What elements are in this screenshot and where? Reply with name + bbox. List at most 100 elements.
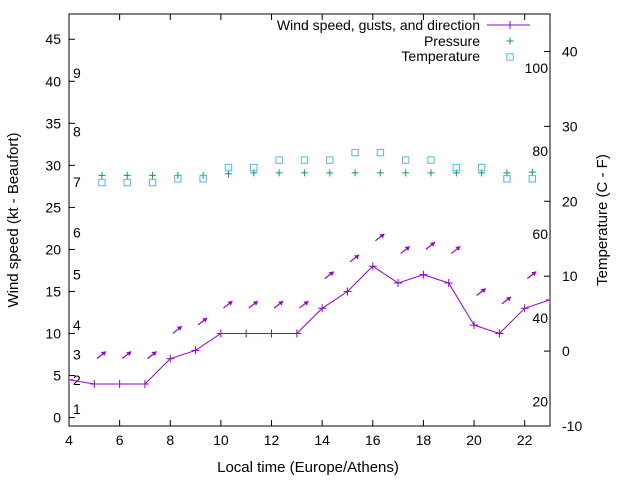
y2-tick-label: 0	[562, 343, 570, 359]
wind-speed-point	[166, 354, 175, 363]
wind-direction-arrowhead	[505, 296, 511, 302]
wind-speed-point	[90, 379, 99, 388]
wind-speed-point	[292, 329, 301, 338]
y-tick-label: 45	[45, 31, 61, 47]
temperature-point	[528, 175, 536, 183]
temperature-point	[503, 175, 511, 183]
temperature-point	[174, 175, 182, 183]
pressure-point	[351, 169, 359, 177]
y-tick-label: 20	[45, 241, 61, 257]
y2-axis-title: Temperature (C - F)	[594, 154, 611, 286]
x-tick-label: 10	[213, 432, 229, 448]
wind-speed-point	[419, 270, 428, 279]
temperature-point	[376, 148, 385, 157]
pressure-point	[326, 169, 334, 177]
y-axis-title: Wind speed (kt - Beaufort)	[5, 132, 22, 307]
beaufort-label: 9	[73, 65, 81, 81]
x-tick-label: 20	[466, 432, 482, 448]
y2-tick-label: 10	[562, 268, 578, 284]
wind-direction-arrowhead	[379, 233, 385, 239]
wind-speed-point	[444, 279, 453, 288]
wind-direction-arrowhead	[328, 271, 334, 277]
temperature-point	[452, 163, 461, 172]
legend-sample-temperature	[506, 53, 514, 61]
wind-speed-point	[495, 329, 504, 338]
pressure-point	[123, 171, 131, 179]
pressure-point	[149, 171, 157, 179]
legend: Wind speed, gusts, and direction Pressur…	[277, 17, 530, 64]
temperature-point	[351, 148, 359, 157]
y-tick-label: 0	[53, 410, 61, 426]
wind-speed-point	[368, 262, 377, 271]
temperature-point	[300, 156, 309, 164]
temperature-point	[98, 178, 106, 187]
pressure-point	[402, 169, 410, 177]
x-tick-label: 8	[166, 432, 174, 448]
beaufort-label: 7	[73, 174, 81, 190]
wind-speed-point	[191, 346, 200, 355]
wind-direction-arrowhead	[151, 351, 157, 357]
temperature-point	[477, 163, 486, 172]
beaufort-label: 3	[73, 347, 81, 363]
wind-speed-point	[546, 295, 550, 304]
legend-label-pressure: Pressure	[424, 33, 480, 49]
plot-border	[68, 13, 551, 427]
y-tick-label: 5	[53, 368, 61, 384]
wind-speed-point	[343, 287, 352, 296]
pressure-point	[300, 169, 308, 177]
y-tick-label: 35	[45, 115, 61, 131]
temperature-point	[275, 156, 283, 164]
x-axis-title: Local time (Europe/Athens)	[217, 459, 399, 476]
plot-frame-group: 4 6 8 10 12 14 16 18 20 22051015202530354045-1001…	[45, 13, 582, 448]
wind-speed-point	[267, 329, 276, 338]
series-wind-direction-arrows	[96, 233, 537, 360]
wind-direction-arrowhead	[202, 317, 208, 323]
wind-direction-arrowhead	[531, 271, 537, 277]
y2-tick-label: 30	[562, 118, 578, 134]
temperature-point	[199, 175, 207, 183]
beaufort-label: 1	[73, 401, 81, 417]
temperature-point	[326, 156, 334, 164]
x-tick-label: 22	[517, 432, 533, 448]
beaufort-label: 8	[73, 124, 81, 140]
legend-label-wind: Wind speed, gusts, and direction	[277, 17, 480, 33]
fahrenheit-label: 100	[525, 60, 549, 76]
data-series-group	[40, 148, 550, 388]
temperature-point	[148, 178, 157, 187]
wind-speed-point	[216, 329, 225, 338]
x-tick-label: 6	[116, 432, 124, 448]
wind-direction-arrowhead	[100, 351, 106, 357]
y2-tick-label: 20	[562, 193, 578, 209]
pressure-point	[98, 171, 106, 179]
pressure-point	[275, 169, 283, 177]
wind-direction-arrowhead	[303, 301, 309, 306]
fahrenheit-label: 80	[532, 143, 548, 159]
wind-direction-arrowhead	[278, 301, 284, 306]
wind-speed-point	[470, 321, 479, 330]
y2-tick-label: -10	[562, 418, 582, 434]
pressure-point	[224, 170, 232, 178]
y-tick-label: 10	[45, 326, 61, 342]
y-tick-label: 15	[45, 283, 61, 299]
wind-speed-point	[69, 375, 73, 384]
pressure-point	[427, 169, 435, 177]
y-tick-label: 40	[45, 73, 61, 89]
legend-label-temperature: Temperature	[401, 48, 480, 64]
beaufort-label: 5	[73, 267, 81, 283]
x-tick-label: 12	[264, 432, 280, 448]
y2-tick-label: 40	[562, 43, 578, 59]
wind-speed-point	[140, 379, 149, 388]
x-tick-label: 14	[314, 432, 330, 448]
temperature-point	[427, 156, 435, 164]
wind-speed-point	[394, 279, 403, 288]
x-tick-label: 4	[65, 432, 73, 448]
wind-direction-arrowhead	[176, 326, 182, 331]
wind-speed-point	[242, 329, 251, 338]
wind-speed-point	[115, 379, 124, 388]
beaufort-label: 6	[73, 225, 81, 241]
series-pressure	[98, 168, 536, 179]
wind-speed-point	[40, 372, 48, 380]
wind-direction-arrowhead	[455, 246, 461, 251]
pressure-point	[376, 169, 384, 177]
temperature-point	[123, 178, 131, 187]
